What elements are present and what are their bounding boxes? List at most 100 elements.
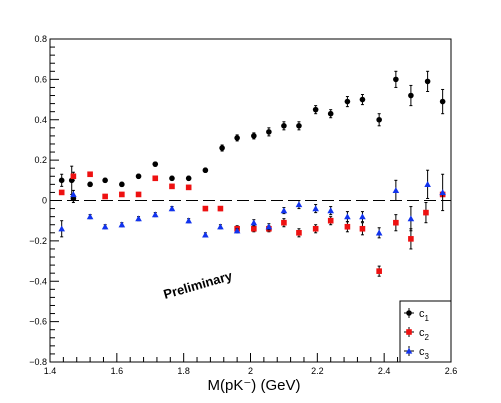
data-point-c1 [327,110,334,117]
data-point-c3 [86,213,94,220]
series-c1 [58,70,446,204]
data-point-c2 [102,193,108,200]
data-point-c1 [439,98,446,105]
data-point-c3 [217,223,224,230]
data-point-c3 [295,201,303,208]
data-point-c3 [70,191,77,198]
data-point-c2 [281,219,287,226]
data-point-c1 [344,98,351,105]
x-tick-label: 2.6 [445,366,458,376]
data-point-c2 [152,175,159,182]
data-point-c1 [87,181,93,188]
data-point-c3 [101,223,109,230]
data-point-c2 [359,225,366,232]
data-point-c1 [296,123,302,129]
x-axis-title: M(pK⁻) (GeV) [208,377,301,394]
y-tick-label: 0 [42,196,47,206]
data-point-c3 [407,215,415,222]
data-point-c3 [327,207,334,214]
legend-label-c1: c1 [419,308,430,323]
data-point-c3 [439,189,446,196]
data-point-c3 [359,213,366,220]
legend-marker-c1 [406,310,412,316]
data-point-c3 [151,211,159,218]
data-point-c2 [202,205,209,212]
y-tick-label: 0.8 [34,34,47,44]
x-tick-label: 1.6 [111,366,124,376]
data-point-c2 [169,183,175,190]
x-tick-label: 1.4 [44,366,57,376]
data-point-c3 [392,187,400,194]
x-tick-label: 2.2 [311,366,324,376]
data-point-c2 [251,225,257,232]
y-tick-label: −0.4 [29,276,47,286]
data-point-c1 [219,145,225,151]
data-point-c3 [118,221,126,228]
y-tick-label: 0.4 [34,115,47,125]
series-c2 [58,171,446,277]
legend-label-c3: c3 [419,346,430,361]
data-point-c2 [393,219,399,226]
data-point-c2 [70,173,77,180]
data-point-c1 [119,181,125,188]
data-point-c1 [281,123,287,129]
data-point-c1 [135,173,142,180]
data-point-c3 [233,227,241,234]
data-point-c1 [251,133,257,139]
data-point-c2 [408,236,414,242]
y-tick-label: −0.2 [29,236,47,246]
data-point-c2 [119,191,125,198]
series-c3 [58,169,446,239]
data-point-c2 [344,223,351,230]
data-point-c2 [327,217,334,224]
data-point-c1 [266,129,272,135]
data-point-c3 [265,223,273,230]
data-point-c3 [344,213,351,220]
data-point-c1 [202,167,209,174]
data-point-c1 [408,92,414,99]
data-point-c1 [102,177,108,184]
data-point-c3 [168,205,176,212]
data-point-c1 [152,161,159,167]
preliminary-label: Preliminary [162,268,235,302]
legend-marker-c2 [406,329,412,335]
data-point-c3 [250,219,258,226]
data-point-c3 [135,215,142,222]
data-point-c2 [217,205,224,212]
data-point-c1 [169,175,175,182]
data-point-c1 [393,76,399,83]
data-point-c3 [185,217,192,224]
y-tick-label: 0.6 [34,74,47,84]
data-point-c3 [375,229,383,236]
data-point-c1 [359,96,366,103]
x-tick-label: 2.4 [378,366,391,376]
data-point-c1 [376,116,382,123]
y-tick-label: 0.2 [34,155,47,165]
y-tick-label: −0.8 [29,357,47,367]
data-point-c2 [185,184,192,191]
data-point-c2 [87,171,93,178]
x-tick-label: 2 [248,366,253,376]
legend-label-c2: c2 [419,327,430,342]
data-point-c1 [312,106,319,113]
legend-marker-c3 [405,347,413,354]
data-point-c1 [234,135,240,141]
data-point-c3 [424,181,431,187]
data-point-c3 [58,225,65,232]
data-point-c3 [280,207,288,214]
data-point-c2 [376,268,382,274]
data-point-c2 [58,189,65,196]
data-point-c2 [423,209,429,216]
data-point-c2 [135,191,142,198]
data-point-c1 [58,177,65,184]
data-point-c1 [185,175,192,182]
data-point-c2 [312,225,319,232]
data-point-c3 [312,205,319,212]
x-tick-label: 1.8 [177,366,190,376]
data-point-c2 [296,230,302,236]
data-point-c1 [424,78,431,85]
data-point-c3 [202,231,209,238]
y-tick-label: −0.6 [29,317,47,327]
